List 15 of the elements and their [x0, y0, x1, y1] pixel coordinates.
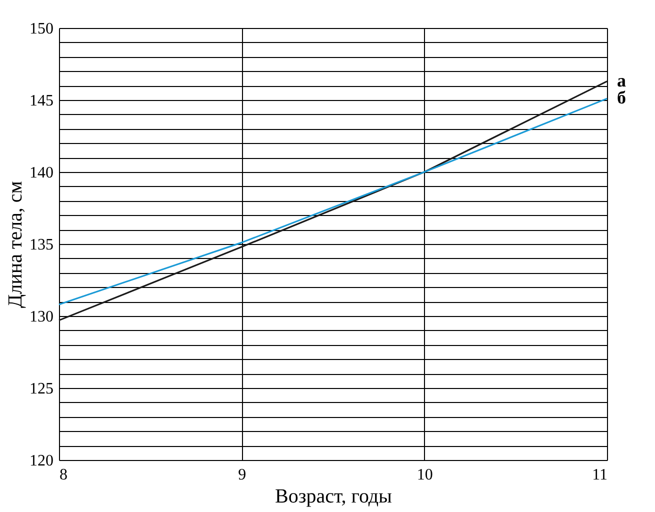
y-tick-label: 130: [30, 308, 54, 326]
y-tick-label: 125: [30, 380, 54, 398]
x-axis-title: Возраст, годы: [275, 486, 392, 508]
series-label: а: [617, 70, 626, 90]
y-tick-label: 140: [30, 164, 54, 182]
y-tick-label: 150: [30, 20, 54, 38]
y-axis-title: Длина тела, см: [4, 180, 26, 308]
x-tick-label: 9: [238, 466, 246, 484]
series-label: б: [617, 88, 626, 108]
y-tick-label: 135: [30, 236, 54, 254]
x-tick-label: 10: [416, 466, 433, 484]
y-tick-label: 120: [30, 452, 54, 470]
x-tick-label: 11: [592, 466, 608, 484]
y-tick-label: 145: [30, 92, 54, 110]
x-tick-label: 8: [60, 466, 68, 484]
